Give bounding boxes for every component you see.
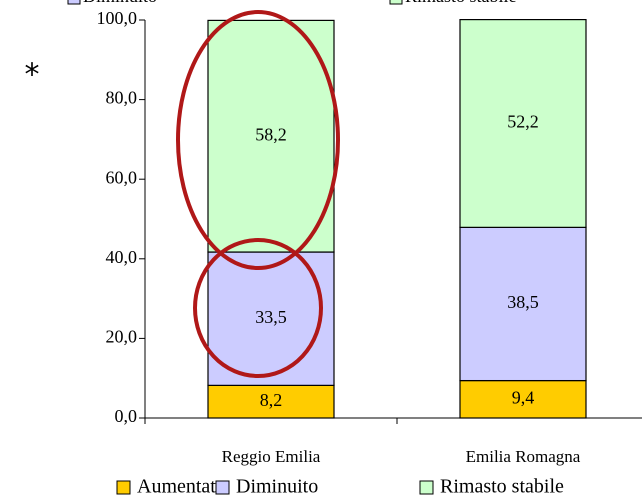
x-tick-label: Reggio Emilia: [222, 447, 321, 466]
bar-segment: [207, 19, 335, 253]
annotation: *: [25, 58, 40, 93]
bar-segment: [459, 226, 587, 382]
y-tick-label: 20,0: [106, 327, 138, 347]
bar-segment: [459, 379, 587, 419]
value-label: 9,4: [512, 387, 535, 407]
legend-label: Rimasto stabile: [405, 0, 517, 6]
y-tick-label: 0,0: [115, 406, 138, 426]
legend-label: Diminuito: [236, 476, 318, 498]
legend-swatch: [419, 480, 434, 495]
legend-label: Diminuito: [83, 0, 157, 6]
y-tick-label: 60,0: [106, 167, 138, 187]
value-label: 33,5: [255, 307, 287, 327]
y-tick-label: 40,0: [106, 247, 138, 267]
highlight-ellipse: [193, 238, 323, 378]
value-label: 38,5: [507, 292, 539, 312]
legend-label: Aumentato: [137, 476, 226, 498]
y-tick-label: 100,0: [97, 8, 138, 28]
legend-swatch: [67, 0, 81, 5]
bar-segment: [459, 19, 587, 228]
value-label: 58,2: [255, 124, 287, 144]
value-label: 8,2: [260, 390, 283, 410]
highlight-ellipse: [176, 10, 340, 270]
legend-swatch: [389, 0, 403, 5]
legend-label: Rimasto stabile: [440, 476, 564, 498]
legend-swatch: [215, 480, 230, 495]
legend-swatch: [116, 480, 131, 495]
value-label: 52,2: [507, 112, 539, 132]
y-tick-label: 80,0: [106, 88, 138, 108]
x-tick-label: Emilia Romagna: [466, 447, 581, 466]
